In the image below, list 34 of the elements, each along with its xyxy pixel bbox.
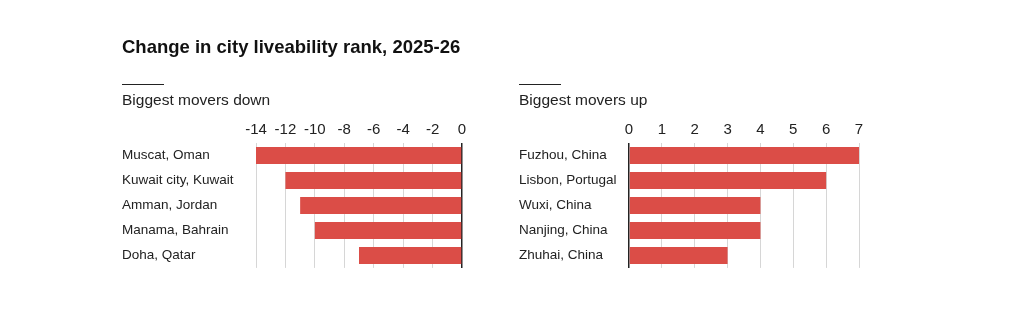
x-tick-label: -4 [396, 120, 410, 138]
bar [629, 171, 827, 189]
x-tick-label: 1 [657, 120, 667, 138]
chart-title: Change in city liveability rank, 2025-26 [122, 36, 462, 58]
y-tick-label: Fuzhou, China [519, 147, 608, 163]
x-tick-label: 5 [789, 120, 798, 138]
x-tick-label: -14 [245, 120, 267, 138]
bar [629, 196, 761, 214]
chart-subtitle: Biggest movers down [122, 91, 272, 109]
x-tick-label: 2 [690, 120, 699, 138]
y-tick-label: Manama, Bahrain [122, 222, 229, 238]
y-tick-label: Muscat, Oman [122, 147, 210, 163]
y-tick-label: Doha, Qatar [122, 247, 197, 263]
x-tick-label: -12 [274, 120, 297, 138]
bar [629, 147, 859, 164]
x-tick-label: -6 [367, 120, 381, 138]
bar [629, 246, 728, 264]
x-tick-label: 4 [756, 120, 765, 138]
bar [629, 221, 761, 239]
y-tick-label: Amman, Jordan [122, 197, 218, 213]
x-tick-label: 0 [457, 120, 467, 138]
x-tick-label: -2 [425, 120, 440, 138]
x-tick-label: 7 [854, 120, 864, 138]
y-tick-label: Zhuhai, China [519, 247, 604, 263]
y-tick-label: Lisbon, Portugal [519, 172, 617, 188]
y-tick-label: Wuxi, China [519, 197, 593, 213]
x-tick-label: -8 [337, 120, 351, 138]
x-tick-label: -10 [304, 120, 326, 138]
y-tick-label: Kuwait city, Kuwait [122, 172, 234, 188]
x-tick-label: 3 [723, 120, 732, 138]
y-tick-label: Nanjing, China [519, 222, 609, 238]
x-tick-label: 0 [624, 120, 634, 138]
chart-subtitle: Biggest movers up [519, 91, 649, 109]
x-tick-label: 6 [821, 120, 831, 138]
